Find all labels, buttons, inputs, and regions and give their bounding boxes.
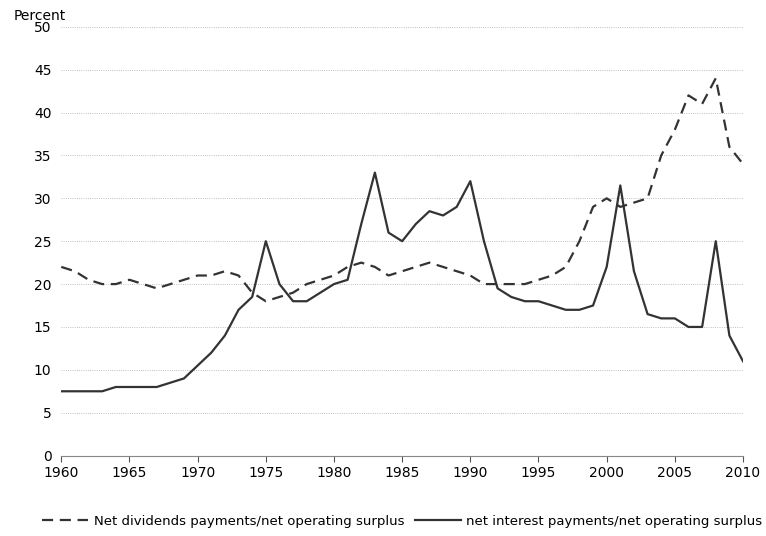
Text: Percent: Percent [14, 9, 66, 23]
Legend: Net dividends payments/net operating surplus, net interest payments/net operatin: Net dividends payments/net operating sur… [37, 509, 766, 533]
Net dividends payments/net operating surplus [561, 264, 571, 270]
Net dividends payments/net operating surplus [520, 281, 529, 287]
Net dividends payments/net operating surplus [57, 264, 66, 270]
net interest payments/net operating surplus [561, 307, 571, 313]
net interest payments/net operating surplus [57, 388, 66, 394]
Net dividends payments/net operating surplus [275, 294, 284, 300]
net interest payments/net operating surplus [207, 349, 216, 356]
Line: Net dividends payments/net operating surplus: Net dividends payments/net operating sur… [61, 78, 743, 301]
Net dividends payments/net operating surplus [725, 144, 734, 150]
Net dividends payments/net operating surplus [289, 289, 298, 296]
Net dividends payments/net operating surplus [207, 272, 216, 279]
Line: net interest payments/net operating surplus: net interest payments/net operating surp… [61, 173, 743, 391]
net interest payments/net operating surplus [738, 358, 748, 364]
net interest payments/net operating surplus [520, 298, 529, 304]
Net dividends payments/net operating surplus [261, 298, 270, 304]
Net dividends payments/net operating surplus [711, 75, 720, 81]
net interest payments/net operating surplus [275, 281, 284, 287]
net interest payments/net operating surplus [370, 169, 379, 176]
Net dividends payments/net operating surplus [738, 161, 748, 167]
net interest payments/net operating surplus [725, 332, 734, 339]
net interest payments/net operating surplus [261, 238, 270, 244]
